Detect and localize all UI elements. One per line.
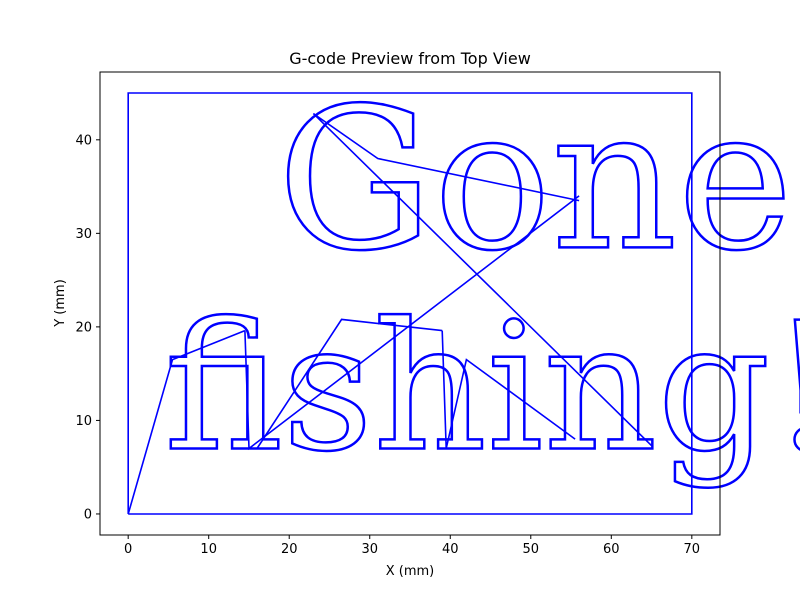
toolpath-line-3: [244, 195, 580, 451]
y-tick-label: 40: [75, 133, 92, 148]
toolpath-line-6: [441, 330, 576, 449]
x-tick-label: 70: [684, 542, 701, 557]
engraved-text-2: fishing!: [164, 284, 800, 490]
y-tick-label: 0: [84, 507, 92, 522]
chart-title: G-code Preview from Top View: [289, 49, 531, 68]
y-tick-label: 30: [75, 227, 92, 242]
toolpath-line-4: [312, 112, 653, 447]
x-axis: 0 10 20 30 40 50 60 70: [124, 535, 700, 557]
x-axis-label: X (mm): [386, 564, 435, 579]
x-tick-label: 30: [361, 542, 378, 557]
x-tick-label: 50: [523, 542, 540, 557]
x-tick-label: 20: [281, 542, 298, 557]
y-axis-label: Y (mm): [53, 279, 68, 328]
plot-frame: [99, 71, 721, 536]
plot-area: [100, 72, 720, 535]
x-tick-label: 0: [124, 542, 132, 557]
x-tick-label: 10: [200, 542, 217, 557]
y-axis: 0 10 20 30 40: [75, 133, 100, 522]
x-tick-label: 40: [442, 542, 459, 557]
engraved-text-1: Gone: [277, 66, 793, 294]
x-tick-label: 60: [603, 542, 620, 557]
toolpath-line-1: [127, 92, 693, 515]
toolpath-line-5: [256, 318, 443, 449]
y-tick-label: 20: [75, 320, 92, 335]
toolpath-line-2: [127, 329, 246, 515]
y-tick-label: 10: [75, 414, 92, 429]
series-layer: [127, 92, 693, 515]
